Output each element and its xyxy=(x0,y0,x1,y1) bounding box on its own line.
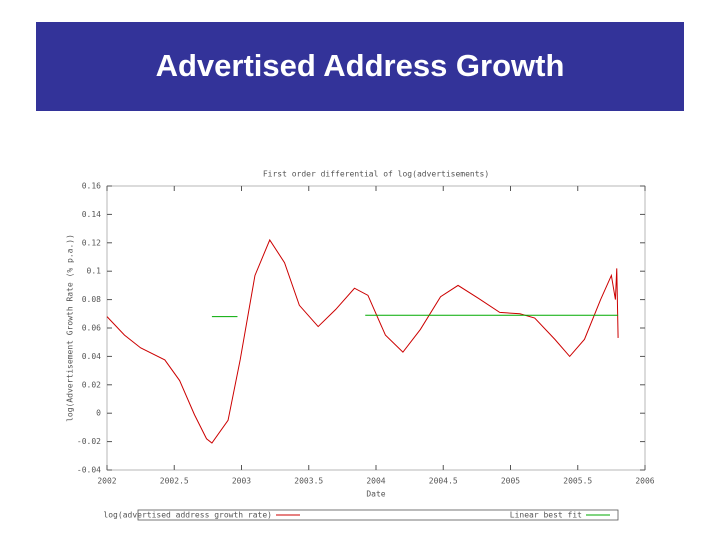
y-tick-label: -0.02 xyxy=(77,437,101,446)
y-tick-label: 0.12 xyxy=(82,238,101,247)
chart-title: First order differential of log(advertis… xyxy=(263,170,489,179)
x-tick-label: 2002 xyxy=(97,477,116,486)
x-tick-label: 2003 xyxy=(232,477,251,486)
legend-label: log(advertised address growth rate) xyxy=(103,511,272,520)
legend-label: Linear best fit xyxy=(510,511,582,520)
slide-title: Advertised Address Growth xyxy=(156,48,565,83)
title-banner xyxy=(36,22,684,111)
y-tick-label: 0.02 xyxy=(82,380,101,389)
y-tick-label: 0.1 xyxy=(87,267,102,276)
x-tick-label: 2006 xyxy=(635,477,654,486)
y-tick-label: 0.14 xyxy=(82,210,101,219)
y-axis-label: log(Advertisement Growth Rate (% p.a.)) xyxy=(66,234,75,422)
y-tick-label: 0.08 xyxy=(82,295,101,304)
x-tick-label: 2004 xyxy=(366,477,385,486)
x-axis-label: Date xyxy=(366,490,385,499)
y-tick-label: 0 xyxy=(96,409,101,418)
y-tick-label: -0.04 xyxy=(77,466,101,475)
plot-frame xyxy=(106,185,646,471)
x-tick-label: 2003.5 xyxy=(294,477,323,486)
x-tick-label: 2002.5 xyxy=(160,477,189,486)
x-tick-label: 2004.5 xyxy=(429,477,458,486)
x-tick-label: 2005.5 xyxy=(563,477,592,486)
series-line xyxy=(106,238,619,444)
x-tick-label: 2005 xyxy=(501,477,520,486)
series-line xyxy=(211,314,619,318)
legend-box xyxy=(137,509,619,521)
y-tick-label: 0.06 xyxy=(82,324,101,333)
y-tick-label: 0.16 xyxy=(82,182,101,191)
y-tick-label: 0.04 xyxy=(82,352,101,361)
